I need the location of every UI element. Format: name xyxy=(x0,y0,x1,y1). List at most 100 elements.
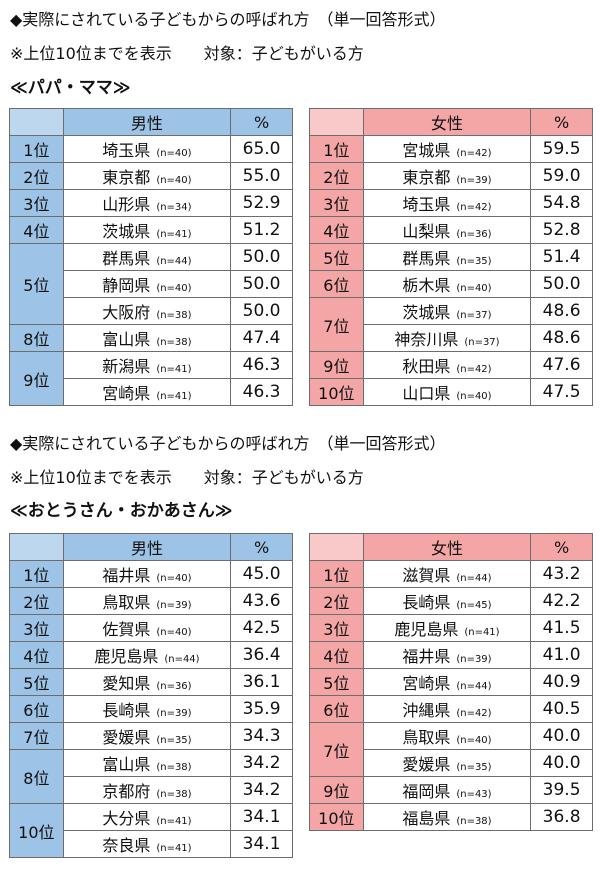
prefecture-cell: 福井県 (n=40) xyxy=(62,560,232,588)
percent-cell: 34.1 xyxy=(230,830,293,858)
prefecture-cell: 鹿児島県 (n=41) xyxy=(362,614,532,642)
sample-size: (n=44) xyxy=(456,681,492,692)
table-row: 5位 群馬県 (n=35) 51.4 xyxy=(309,243,593,271)
table-row: 宮崎県 (n=41) 46.3 xyxy=(10,378,293,406)
table-row: 9位 秋田県 (n=42) 47.6 xyxy=(309,351,593,379)
prefecture-name: 鹿児島県 xyxy=(394,620,459,639)
prefecture-name: 大分県 xyxy=(102,809,151,828)
table-row: 3位 鹿児島県 (n=41) 41.5 xyxy=(309,614,593,642)
prefecture-name: 宮城県 xyxy=(402,141,451,160)
table-row: 3位 山形県 (n=34) 52.9 xyxy=(9,189,293,217)
prefecture-name: 宮崎県 xyxy=(102,384,151,403)
section-subtitle: ≪おとうさん・おかあさん≫ xyxy=(10,501,233,521)
prefecture-name: 福岡県 xyxy=(402,782,451,801)
percent-cell: 41.0 xyxy=(530,641,593,669)
prefecture-name: 沖縄県 xyxy=(402,701,451,720)
rank-cell: 8位 xyxy=(9,324,64,352)
table-row: 1位 福井県 (n=40) 45.0 xyxy=(9,560,293,588)
prefecture-cell: 福島県 (n=38) xyxy=(362,803,532,831)
rank-cell: 4位 xyxy=(9,216,64,244)
sample-size: (n=36) xyxy=(456,229,492,240)
prefecture-name: 長崎県 xyxy=(102,701,151,720)
prefecture-name: 茨城県 xyxy=(102,222,151,241)
prefecture-cell: 奈良県 (n=41) xyxy=(62,830,232,858)
prefecture-name: 富山県 xyxy=(102,755,151,774)
table-row: 6位 栃木県 (n=40) 50.0 xyxy=(309,270,593,298)
percent-cell: 35.9 xyxy=(230,695,293,723)
sample-size: (n=45) xyxy=(456,600,492,611)
rank-cell: 1位 xyxy=(309,560,364,588)
ranking-table-female-mama: 女性 % 1位 宮城県 (n=42) 59.5 2位 東京都 (n=39) 59.0 3位 埼玉県… xyxy=(309,108,593,406)
prefecture-cell: 神奈川県 (n=37) xyxy=(362,324,532,352)
prefecture-name: 鳥取県 xyxy=(402,728,451,747)
percent-cell: 51.2 xyxy=(230,216,293,244)
sample-size: (n=39) xyxy=(156,708,192,719)
sample-size: (n=38) xyxy=(456,816,492,827)
rank-cell: 1位 xyxy=(309,135,364,163)
prefecture-cell: 富山県 (n=38) xyxy=(62,749,232,777)
section-subtitle: ≪パパ・ママ≫ xyxy=(10,78,131,98)
rank-cell: 9位 xyxy=(309,351,364,379)
prefecture-name: 奈良県 xyxy=(102,836,151,855)
prefecture-cell: 愛媛県 (n=35) xyxy=(362,749,532,777)
prefecture-cell: 福岡県 (n=43) xyxy=(362,776,532,804)
percent-cell: 36.8 xyxy=(530,803,593,831)
prefecture-cell: 長崎県 (n=45) xyxy=(362,587,532,615)
prefecture-name: 福井県 xyxy=(402,647,451,666)
rank-cell: 6位 xyxy=(309,270,364,298)
prefecture-name: 神奈川県 xyxy=(394,330,459,349)
prefecture-cell: 栃木県 (n=40) xyxy=(362,270,532,298)
table-row: 愛媛県 (n=35) 40.0 xyxy=(310,749,593,777)
sample-size: (n=38) xyxy=(156,789,192,800)
table-row: 4位 鹿児島県 (n=44) 36.4 xyxy=(9,641,293,669)
sample-size: (n=40) xyxy=(456,735,492,746)
table-row: 8位 富山県 (n=38) 47.4 xyxy=(9,324,293,352)
rank-cell: 3位 xyxy=(309,189,364,217)
column-header-percent: % xyxy=(230,533,293,561)
ranking-table-female-okaasan: 女性 % 1位 滋賀県 (n=44) 43.2 2位 長崎県 (n=45) 42.2 3位 鹿児島… xyxy=(309,533,593,831)
percent-cell: 42.5 xyxy=(230,614,293,642)
percent-cell: 39.5 xyxy=(530,776,593,804)
column-header-percent: % xyxy=(230,108,293,136)
prefecture-name: 静岡県 xyxy=(102,276,151,295)
prefecture-name: 福井県 xyxy=(102,566,151,585)
sample-size: (n=40) xyxy=(156,175,192,186)
sample-size: (n=38) xyxy=(156,310,192,321)
sample-size: (n=40) xyxy=(156,573,192,584)
prefecture-cell: 大分県 (n=41) xyxy=(62,803,232,831)
rank-cell: 2位 xyxy=(309,162,364,190)
percent-cell: 51.4 xyxy=(530,243,593,271)
section-heading: ◆実際にされている子どもからの呼ばれ方 （単一回答形式） xyxy=(10,10,446,29)
sample-size: (n=42) xyxy=(456,202,492,213)
prefecture-cell: 静岡県 (n=40) xyxy=(62,270,232,298)
prefecture-name: 山口県 xyxy=(402,384,451,403)
prefecture-name: 山形県 xyxy=(102,195,151,214)
sample-size: (n=44) xyxy=(156,256,192,267)
sample-size: (n=44) xyxy=(164,654,200,665)
table-row: 10位 福島県 (n=38) 36.8 xyxy=(309,803,593,831)
prefecture-name: 滋賀県 xyxy=(402,566,451,585)
percent-cell: 47.5 xyxy=(530,378,593,406)
percent-cell: 46.3 xyxy=(230,351,293,379)
column-header-percent: % xyxy=(530,108,593,136)
sample-size: (n=37) xyxy=(456,310,492,321)
percent-cell: 50.0 xyxy=(230,297,293,325)
prefecture-name: 宮崎県 xyxy=(402,674,451,693)
percent-cell: 48.6 xyxy=(530,297,593,325)
sample-size: (n=40) xyxy=(156,283,192,294)
percent-cell: 36.4 xyxy=(230,641,293,669)
prefecture-name: 栃木県 xyxy=(402,276,451,295)
percent-cell: 52.8 xyxy=(530,216,593,244)
prefecture-cell: 福井県 (n=39) xyxy=(362,641,532,669)
corner-cell xyxy=(309,533,364,561)
sample-size: (n=41) xyxy=(156,843,192,854)
prefecture-name: 茨城県 xyxy=(402,303,451,322)
rank-cell: 4位 xyxy=(9,641,64,669)
percent-cell: 41.5 xyxy=(530,614,593,642)
percent-cell: 36.1 xyxy=(230,668,293,696)
table-row: 8位 富山県 (n=38) 34.2 xyxy=(9,749,293,804)
section-note: ※上位10位までを表示 対象：子どもがいる方 xyxy=(10,468,364,487)
table-row: 6位 長崎県 (n=39) 35.9 xyxy=(9,695,293,723)
rank-cell: 3位 xyxy=(309,614,364,642)
prefecture-name: 埼玉県 xyxy=(102,141,151,160)
